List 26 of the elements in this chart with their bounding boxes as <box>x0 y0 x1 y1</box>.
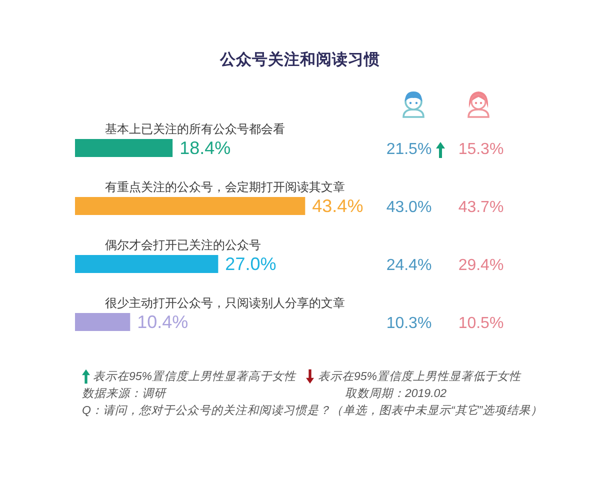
y-tick-label: 很少主动打开公众号，只阅读别人分享的文章 <box>105 296 345 310</box>
text: 24.4% <box>386 257 432 274</box>
text: 15.3% <box>458 141 504 158</box>
text: 取数周期：2019.02 <box>345 387 448 400</box>
bar <box>75 255 218 273</box>
bar <box>75 197 306 215</box>
text: 10.3% <box>386 315 432 332</box>
text: 10.5% <box>458 315 504 332</box>
bar <box>75 313 130 331</box>
text: 43.0% <box>386 199 432 216</box>
text: 29.4% <box>458 257 504 274</box>
text: 21.5% <box>386 141 432 158</box>
data-label: 43.4% <box>312 196 364 216</box>
y-tick-label: 偶尔才会打开已关注的公众号 <box>105 238 261 252</box>
text: 表示在95%置信度上男性显著高于女性 <box>93 370 298 383</box>
bar <box>75 139 173 157</box>
source-note: 数据来源：调研 <box>82 387 167 400</box>
chart-title: 公众号关注和阅读习惯 <box>219 50 380 68</box>
data-label: 27.0% <box>225 254 276 274</box>
y-tick-label: 基本上已关注的所有公众号都会看 <box>105 122 285 136</box>
data-label: 18.4% <box>180 138 231 158</box>
y-tick-label: 有重点关注的公众号，会定期打开阅读其文章 <box>105 180 345 194</box>
text: Q：请问，您对于公众号的关注和阅读习惯是？（单选，图表中未显示“其它”选项结果） <box>82 404 543 417</box>
data-label: 10.4% <box>137 312 188 332</box>
text: 43.7% <box>458 199 504 216</box>
text: 表示在95%置信度上男性显著低于女性 <box>318 370 522 383</box>
